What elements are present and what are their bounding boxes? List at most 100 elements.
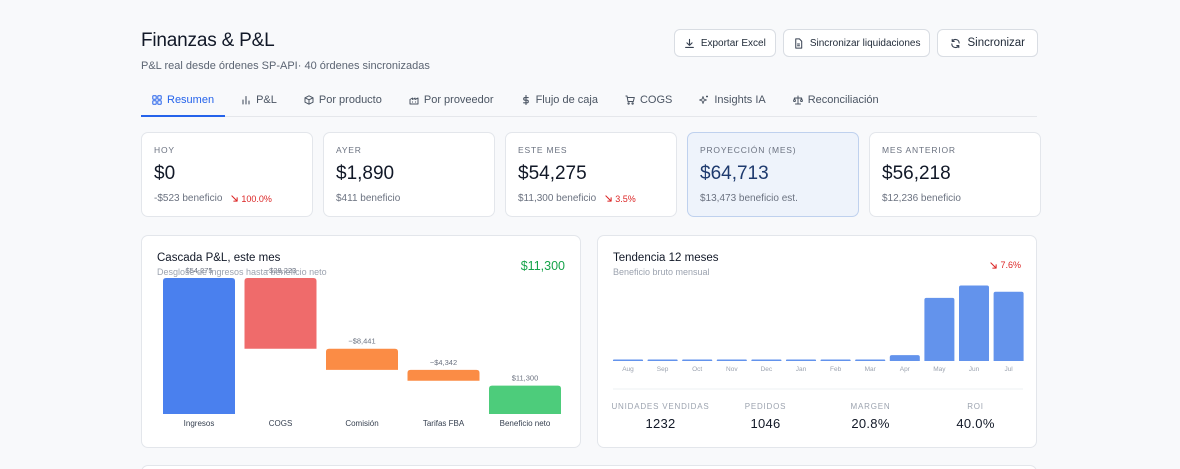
trend-delta-value: 7.6%: [1000, 260, 1021, 270]
metric-value: 1232: [645, 416, 676, 431]
metric-label: PEDIDOS: [744, 402, 787, 411]
trend-bar: [716, 359, 747, 361]
waterfall-card: $54,275 Ingresos −$28,223 COGS −$8,441 Comisi…: [141, 235, 581, 448]
bar-chart-icon: [242, 95, 250, 105]
export-excel-label: Exportar Excel: [700, 37, 766, 49]
header-actions: Exportar Excel Sincronizar liquidaciones…: [673, 29, 1038, 57]
tab-label: Por proveedor: [423, 94, 494, 106]
trend-month-label: Jan: [796, 366, 807, 373]
tab-label: Flujo de caja: [535, 94, 598, 106]
page-title: Finanzas & P&L: [141, 30, 275, 51]
trend-month-label: Feb: [830, 366, 842, 373]
waterfall-category-label: Ingresos: [184, 419, 215, 428]
file-icon: [795, 37, 803, 49]
trend-month-label: Oct: [692, 366, 702, 373]
trend-month-label: Mar: [865, 366, 877, 373]
grid-icon: [152, 94, 162, 105]
trend-bar: [751, 359, 782, 361]
waterfall-category-label: COGS: [269, 419, 293, 428]
tab-cogs[interactable]: COGS: [614, 84, 683, 116]
trend-delta: 7.6%: [990, 260, 1021, 270]
factory-icon: [409, 97, 419, 105]
kpi-profit: $12,236 beneficio: [882, 193, 961, 204]
kpi-value: $56,218: [882, 163, 951, 184]
kpi-label: PROYECCIÓN (MES): [700, 145, 797, 155]
scale-icon: [792, 95, 803, 105]
kpi-card-proyeccion: PROYECCIÓN (MES) $64,713 $13,473 benefic…: [687, 132, 859, 217]
metric-margin: MARGEN 20.8%: [818, 402, 923, 431]
metric-label: ROI: [967, 402, 984, 411]
tab-pl[interactable]: P&L: [230, 84, 288, 116]
kpi-profit: $411 beneficio: [336, 193, 401, 204]
tab-por-proveedor[interactable]: Por proveedor: [398, 84, 505, 116]
metric-units: UNIDADES VENDIDAS 1232: [608, 402, 713, 431]
kpi-profit: $11,300 beneficio: [518, 193, 597, 204]
tab-label: Resumen: [167, 93, 215, 106]
waterfall-bar: [244, 278, 317, 349]
trend-description: Beneficio bruto mensual: [613, 267, 710, 277]
tab-resumen[interactable]: Resumen: [141, 84, 226, 117]
metrics-row: UNIDADES VENDIDAS 1232 PEDIDOS 1046 MARG…: [608, 402, 1028, 431]
kpi-value: $0: [154, 163, 176, 184]
trend-bar: [786, 359, 816, 361]
tab-insights-ia[interactable]: Insights IA: [688, 84, 776, 116]
waterfall-value-label: −$4,342: [430, 358, 457, 367]
kpi-subtext: -$523 beneficio 100.0%: [154, 193, 300, 204]
waterfall-value-label: −$28,223: [265, 266, 297, 275]
trend-card: Aug Sep Oct Nov Dec Jan Feb Mar Apr May Jun Jul Ten…: [597, 235, 1037, 448]
export-excel-button[interactable]: Exportar Excel: [673, 29, 776, 57]
tab-label: Por producto: [318, 94, 382, 106]
kpi-label: MES ANTERIOR: [882, 145, 956, 155]
tab-reconciliacion[interactable]: Reconciliación: [782, 84, 890, 116]
next-section-card: [141, 465, 1037, 469]
sync-settlements-button[interactable]: Sincronizar liquidaciones: [782, 29, 931, 57]
metric-orders: PEDIDOS 1046: [713, 402, 818, 431]
tab-flujo-de-caja[interactable]: Flujo de caja: [510, 84, 609, 116]
kpi-subtext: $13,473 beneficio est.: [700, 193, 846, 204]
sync-button[interactable]: Sincronizar: [937, 29, 1038, 57]
kpi-delta: 100.0%: [231, 194, 272, 204]
waterfall-total: $11,300: [520, 259, 565, 273]
tab-label: COGS: [639, 94, 673, 106]
tab-label: Insights IA: [714, 94, 766, 106]
metric-value: 20.8%: [851, 416, 890, 431]
kpi-label: ESTE MES: [518, 145, 568, 155]
trend-title: Tendencia 12 meses: [613, 252, 719, 264]
trend-bar: [855, 359, 886, 361]
kpi-card-mes-anterior: MES ANTERIOR $56,218 $12,236 beneficio: [869, 132, 1041, 217]
page-subtitle: P&L real desde órdenes SP-API· 40 órdene…: [141, 60, 430, 72]
waterfall-category-label: Tarifas FBA: [423, 419, 465, 428]
metric-roi: ROI 40.0%: [923, 402, 1028, 431]
tab-bar: Resumen P&L Por producto Por proveedor F…: [141, 84, 1037, 117]
kpi-card-hoy: HOY $0 -$523 beneficio 100.0%: [141, 132, 313, 217]
trend-month-label: Nov: [726, 366, 738, 373]
dollar-icon: [522, 95, 529, 105]
kpi-card-este-mes: ESTE MES $54,275 $11,300 beneficio 3.5%: [505, 132, 677, 217]
sparkles-icon: [699, 95, 709, 104]
metric-value: 1046: [750, 416, 781, 431]
trend-bar: [682, 359, 713, 361]
sync-settlements-label: Sincronizar liquidaciones: [809, 37, 921, 49]
trend-bar: [959, 285, 989, 361]
waterfall-category-label: Beneficio neto: [500, 419, 551, 428]
tab-por-producto[interactable]: Por producto: [293, 84, 393, 116]
trend-month-label: Jun: [969, 366, 980, 373]
waterfall-bar: [489, 385, 561, 414]
waterfall-chart: $54,275 Ingresos −$28,223 COGS −$8,441 Comisi…: [163, 266, 561, 428]
kpi-delta-value: 100.0%: [241, 193, 272, 204]
metric-label: MARGEN: [850, 402, 891, 411]
trend-month-label: Aug: [622, 366, 634, 373]
trend-bar: [647, 359, 678, 361]
waterfall-bar: [407, 369, 480, 381]
waterfall-bar: [326, 348, 398, 370]
tab-label: P&L: [256, 94, 277, 106]
waterfall-category-label: Comisión: [345, 419, 378, 428]
kpi-value: $64,713: [700, 163, 769, 184]
download-icon: [684, 38, 694, 48]
kpi-profit: -$523 beneficio: [154, 193, 223, 204]
waterfall-bar: [163, 278, 235, 414]
cart-icon: [625, 95, 635, 105]
trend-bar: [889, 355, 920, 361]
metric-value: 40.0%: [956, 416, 995, 431]
trend-month-label: Apr: [900, 366, 911, 373]
